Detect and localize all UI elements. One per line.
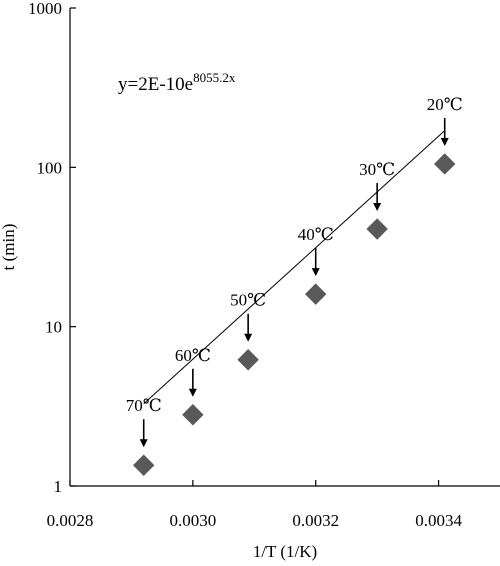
data-point xyxy=(133,454,155,476)
y-tick-label: 1 xyxy=(54,477,63,496)
arrow-head xyxy=(373,203,382,212)
x-axis-title: 1/T (1/K) xyxy=(253,542,317,561)
data-point xyxy=(305,283,327,305)
x-ticks: 0.0028 0.0030 0.0032 0.0034 xyxy=(47,480,462,530)
temperature-label: 40℃ xyxy=(298,225,334,244)
plot-area: 1 10 100 1000 0.0028 0.0030 0.0032 0.0034 70℃ 6… xyxy=(28,0,500,530)
arrow-head xyxy=(188,388,197,397)
y-tick-label: 10 xyxy=(45,318,62,337)
y-ticks: 1 10 100 1000 xyxy=(28,0,76,496)
arrow-head xyxy=(139,439,148,448)
data-point xyxy=(237,349,259,371)
data-point xyxy=(366,218,388,240)
equation-exponent: 8055.2x xyxy=(193,70,236,85)
temperature-label: 20℃ xyxy=(427,95,463,114)
temperature-label: 70℃ xyxy=(126,396,162,415)
arrow-head xyxy=(244,333,253,342)
data-point xyxy=(182,404,204,426)
temperature-label: 50℃ xyxy=(230,291,266,310)
y-axis-title: t (min) xyxy=(0,224,18,271)
x-tick-label: 0.0028 xyxy=(47,511,94,530)
arrow-head xyxy=(440,137,449,146)
arrow-head xyxy=(311,268,320,277)
fit-line xyxy=(143,130,446,405)
temperature-label: 60℃ xyxy=(175,346,211,365)
equation-base: y=2E-10e xyxy=(118,74,193,95)
equation-label: y=2E-10e8055.2x xyxy=(118,70,236,95)
y-tick-label: 100 xyxy=(37,158,63,177)
data-point xyxy=(434,153,456,175)
y-tick-label: 1000 xyxy=(28,0,62,18)
temperature-label: 30℃ xyxy=(359,160,395,179)
x-tick-label: 0.0032 xyxy=(292,511,339,530)
x-tick-label: 0.0034 xyxy=(415,511,462,530)
data-markers xyxy=(133,153,456,476)
temperature-annotations: 70℃ 60℃ 50℃ 40℃ 30℃ 20℃ xyxy=(126,95,463,448)
x-tick-label: 0.0030 xyxy=(169,511,216,530)
